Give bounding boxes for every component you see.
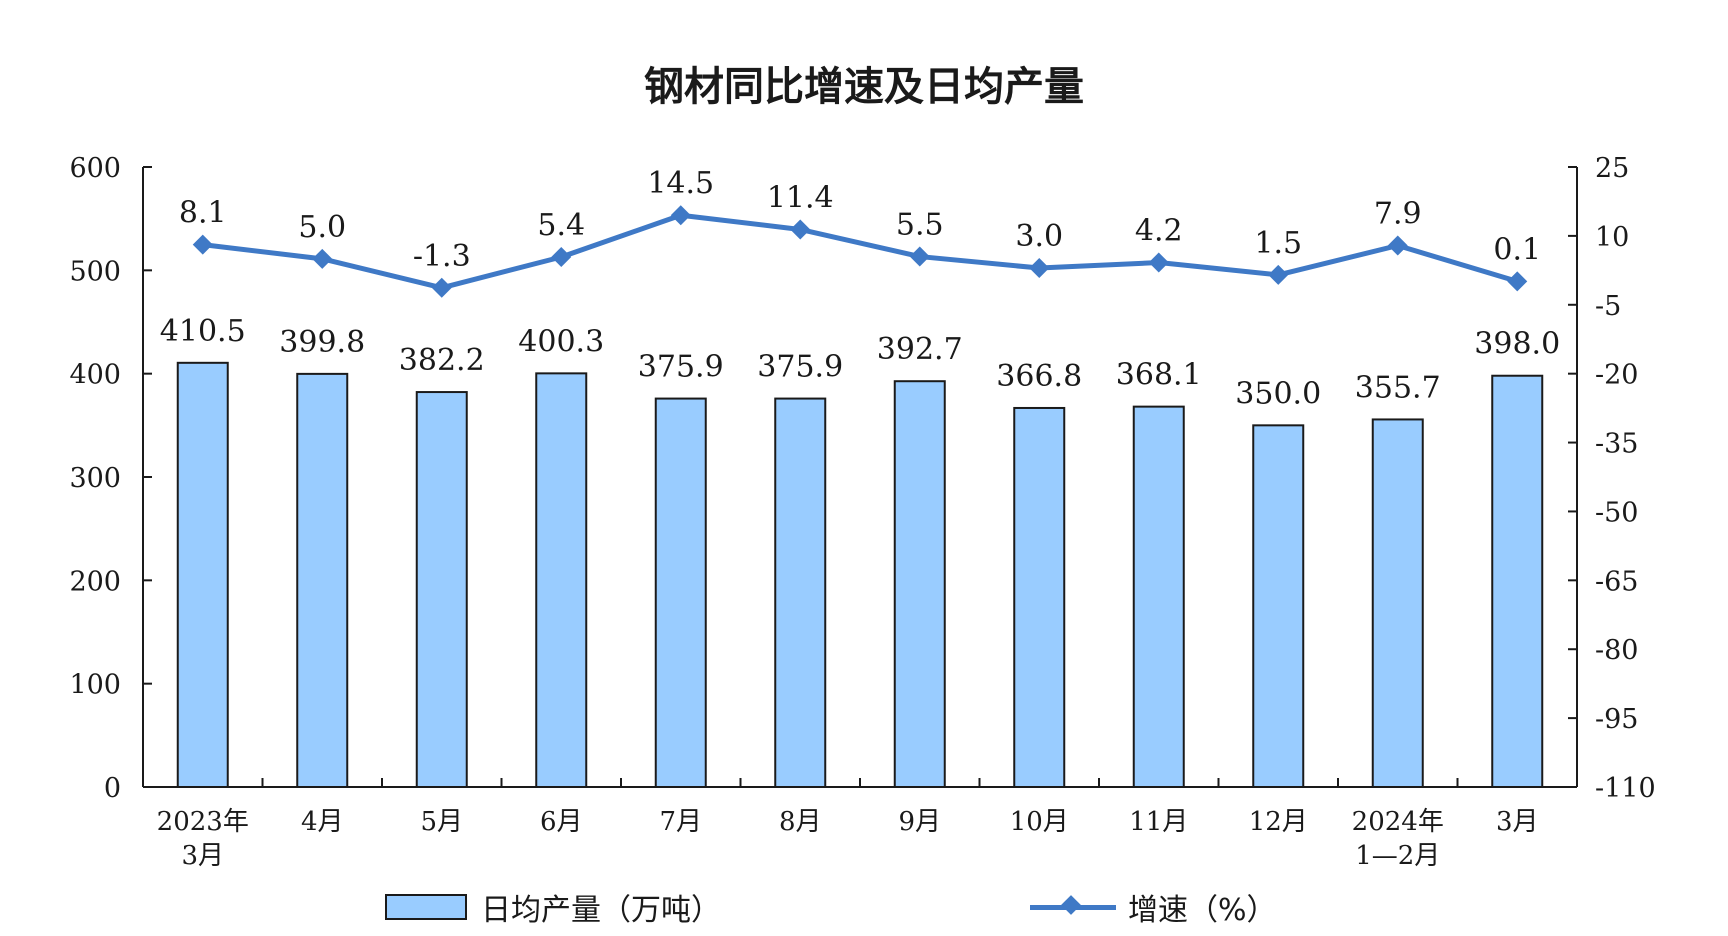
growth-point bbox=[1148, 252, 1169, 273]
bar-value-label: 355.7 bbox=[1355, 370, 1441, 405]
growth-value-label: 5.0 bbox=[298, 210, 346, 245]
growth-value-label: 3.0 bbox=[1015, 219, 1063, 254]
growth-point bbox=[431, 277, 452, 298]
bar bbox=[774, 397, 827, 788]
right-tick-label: -5 bbox=[1595, 291, 1621, 322]
left-tick-label: 0 bbox=[104, 773, 121, 804]
growth-value-label: 5.4 bbox=[537, 208, 585, 243]
right-tick-label: -110 bbox=[1595, 773, 1656, 804]
growth-value-label: -1.3 bbox=[413, 239, 471, 274]
bar-value-label: 350.0 bbox=[1235, 376, 1321, 411]
bar-value-label: 400.3 bbox=[518, 324, 604, 359]
bar bbox=[1132, 405, 1185, 788]
growth-point bbox=[1387, 235, 1408, 256]
bar-value-label: 410.5 bbox=[160, 314, 246, 349]
bar-value-label: 375.9 bbox=[757, 350, 843, 385]
growth-value-label: 1.5 bbox=[1254, 226, 1302, 261]
category-label: 2023年 bbox=[157, 807, 249, 837]
right-tick-label: 25 bbox=[1595, 153, 1629, 184]
legend-line-swatch bbox=[1030, 894, 1116, 920]
category-label: 3月 bbox=[181, 841, 224, 871]
category-label: 9月 bbox=[898, 807, 941, 837]
right-tick-label: 10 bbox=[1595, 222, 1629, 253]
left-tick-label: 100 bbox=[69, 670, 121, 701]
bar bbox=[1491, 374, 1544, 788]
growth-point bbox=[1268, 264, 1289, 285]
growth-value-label: 5.5 bbox=[896, 208, 944, 243]
category-label: 6月 bbox=[540, 807, 583, 837]
growth-line bbox=[202, 212, 1518, 291]
growth-value-label: 4.2 bbox=[1135, 214, 1183, 249]
bar-value-label: 382.2 bbox=[399, 343, 485, 378]
right-tick-label: -20 bbox=[1595, 360, 1638, 391]
left-tick-label: 600 bbox=[69, 153, 121, 184]
growth-value-label: 7.9 bbox=[1374, 197, 1422, 232]
bar bbox=[415, 391, 468, 788]
chart-title: 钢材同比增速及日均产量 bbox=[644, 64, 1084, 110]
right-tick-label: -80 bbox=[1595, 635, 1638, 666]
category-label: 7月 bbox=[659, 807, 702, 837]
bar bbox=[654, 397, 707, 788]
bar bbox=[535, 372, 588, 788]
bar-value-label: 375.9 bbox=[638, 350, 724, 385]
category-label: 10月 bbox=[1010, 807, 1069, 837]
bar bbox=[1371, 418, 1424, 788]
category-label: 1—2月 bbox=[1355, 841, 1440, 871]
legend-item-bar: 日均产量（万吨） bbox=[385, 885, 721, 929]
category-label: 4月 bbox=[301, 807, 344, 837]
right-tick-label: -35 bbox=[1595, 429, 1638, 460]
legend-bar-swatch bbox=[385, 894, 467, 920]
left-tick-label: 300 bbox=[69, 463, 121, 494]
growth-point bbox=[551, 247, 572, 268]
growth-value-label: 11.4 bbox=[767, 180, 834, 215]
category-label: 12月 bbox=[1249, 807, 1308, 837]
bar bbox=[893, 380, 946, 788]
left-tick-label: 500 bbox=[69, 256, 121, 287]
bar-value-label: 399.8 bbox=[279, 325, 365, 360]
bar bbox=[1252, 424, 1305, 788]
bar-value-label: 398.0 bbox=[1474, 327, 1560, 362]
right-tick-label: -95 bbox=[1595, 704, 1638, 735]
category-label: 5月 bbox=[420, 807, 463, 837]
growth-point bbox=[1507, 271, 1528, 292]
left-tick-label: 200 bbox=[69, 566, 121, 597]
growth-point bbox=[909, 246, 930, 267]
growth-point bbox=[790, 219, 811, 240]
growth-point bbox=[312, 248, 333, 269]
growth-value-label: 8.1 bbox=[179, 196, 227, 231]
bar bbox=[1013, 406, 1066, 788]
category-label: 11月 bbox=[1129, 807, 1188, 837]
category-label: 3月 bbox=[1496, 807, 1539, 837]
growth-value-label: 0.1 bbox=[1493, 232, 1541, 267]
bar bbox=[176, 361, 229, 788]
bar bbox=[296, 372, 349, 788]
left-tick-label: 400 bbox=[69, 360, 121, 391]
bar-value-label: 392.7 bbox=[877, 332, 963, 367]
right-tick-label: -65 bbox=[1595, 566, 1638, 597]
growth-point bbox=[192, 234, 213, 255]
legend-line-label: 增速（%） bbox=[1128, 893, 1277, 928]
growth-point bbox=[670, 205, 691, 226]
category-label: 8月 bbox=[779, 807, 822, 837]
category-label: 2024年 bbox=[1352, 807, 1444, 837]
growth-value-label: 14.5 bbox=[647, 166, 714, 201]
bar-value-label: 368.1 bbox=[1116, 358, 1202, 393]
legend-bar-label: 日均产量（万吨） bbox=[481, 893, 721, 928]
right-tick-label: -50 bbox=[1595, 497, 1638, 528]
bar-value-label: 366.8 bbox=[996, 359, 1082, 394]
legend-item-line: 增速（%） bbox=[1030, 885, 1277, 929]
growth-point bbox=[1029, 258, 1050, 279]
